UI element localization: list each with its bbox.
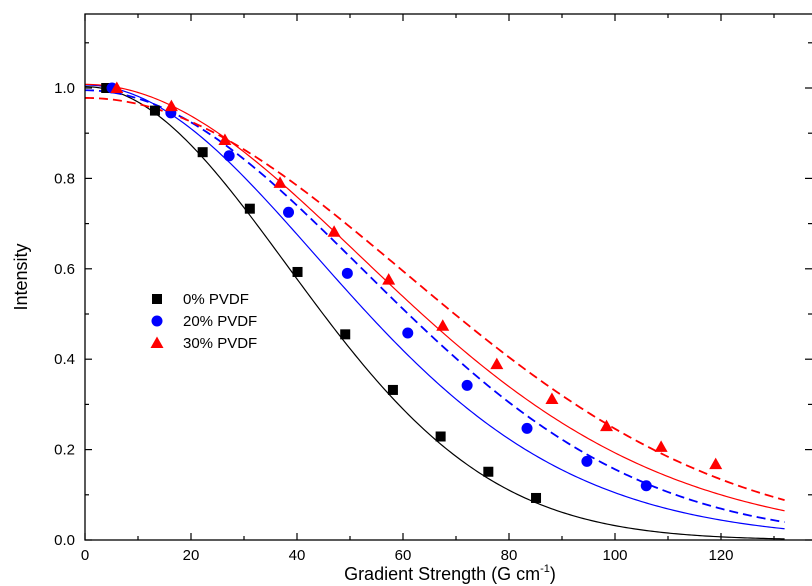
data-point-triangle — [600, 419, 614, 432]
legend-marker-triangle — [150, 336, 164, 348]
x-tick-label: 120 — [708, 547, 733, 564]
data-point-triangle — [490, 357, 504, 370]
x-tick-label: 80 — [501, 547, 518, 564]
data-markers — [101, 81, 723, 503]
data-point-circle — [521, 422, 533, 434]
data-point-circle — [283, 206, 295, 218]
fit-line-solid-2 — [85, 83, 785, 512]
legend-label: 20% PVDF — [183, 313, 257, 330]
data-point-circle — [581, 455, 593, 467]
legend-marker-square — [152, 294, 162, 304]
data-point-circle — [640, 480, 652, 492]
x-axis-title-close: ) — [550, 564, 556, 584]
x-tick-label: 20 — [183, 547, 200, 564]
data-point-circle — [461, 379, 473, 391]
x-tick-label: 100 — [602, 547, 627, 564]
data-point-triangle — [218, 133, 232, 145]
x-tick-label: 40 — [289, 547, 306, 564]
legend: 0% PVDF 20% PVDF 30% PVDF — [150, 291, 257, 352]
legend-label: 30% PVDF — [183, 335, 257, 352]
data-point-triangle — [164, 99, 178, 112]
y-tick-label: 1.0 — [54, 80, 75, 97]
data-point-triangle — [436, 319, 450, 331]
data-point-circle — [402, 327, 414, 339]
axes: 0 20 40 60 80 100 120 0.0 0.2 0.4 0.6 0.8 1.0 — [54, 13, 812, 564]
x-tick-label: 0 — [81, 547, 89, 564]
data-point-square — [340, 329, 351, 340]
legend-label: 0% PVDF — [183, 291, 249, 308]
x-axis-title-main: Gradient Strength (G cm — [344, 564, 540, 584]
fit-line-dashed-2 — [85, 97, 785, 501]
fit-line-solid-1 — [85, 84, 785, 530]
plot-frame — [84, 13, 812, 541]
y-tick-label: 0.0 — [54, 532, 75, 549]
data-point-triangle — [273, 176, 287, 188]
y-tick-label: 0.2 — [54, 442, 75, 459]
data-point-square — [244, 203, 255, 214]
data-point-triangle — [382, 273, 396, 285]
y-tick-label: 0.8 — [54, 170, 75, 187]
y-tick-label: 0.4 — [54, 351, 75, 368]
data-point-square — [292, 266, 303, 277]
data-point-triangle — [545, 392, 559, 404]
data-point-square — [197, 147, 208, 158]
data-point-triangle — [110, 81, 124, 93]
x-axis-title: Gradient Strength (G cm-1) — [344, 563, 556, 584]
data-point-square — [435, 431, 446, 442]
x-tick-label: 60 — [395, 547, 412, 564]
data-point-square — [149, 105, 160, 116]
data-point-circle — [223, 150, 235, 162]
data-point-square — [531, 492, 542, 503]
data-point-circle — [341, 267, 353, 279]
fit-curves — [85, 83, 785, 540]
x-axis-title-superscript: -1 — [540, 563, 550, 575]
data-point-square — [483, 466, 494, 477]
data-point-triangle — [709, 457, 723, 470]
data-point-square — [101, 83, 112, 93]
legend-marker-circle — [151, 315, 163, 327]
y-axis-title: Intensity — [11, 243, 31, 310]
data-point-triangle — [654, 440, 668, 452]
fit-line-dashed-1 — [85, 89, 785, 523]
data-point-square — [387, 384, 398, 395]
data-point-triangle — [327, 225, 341, 237]
y-tick-label: 0.6 — [54, 261, 75, 278]
